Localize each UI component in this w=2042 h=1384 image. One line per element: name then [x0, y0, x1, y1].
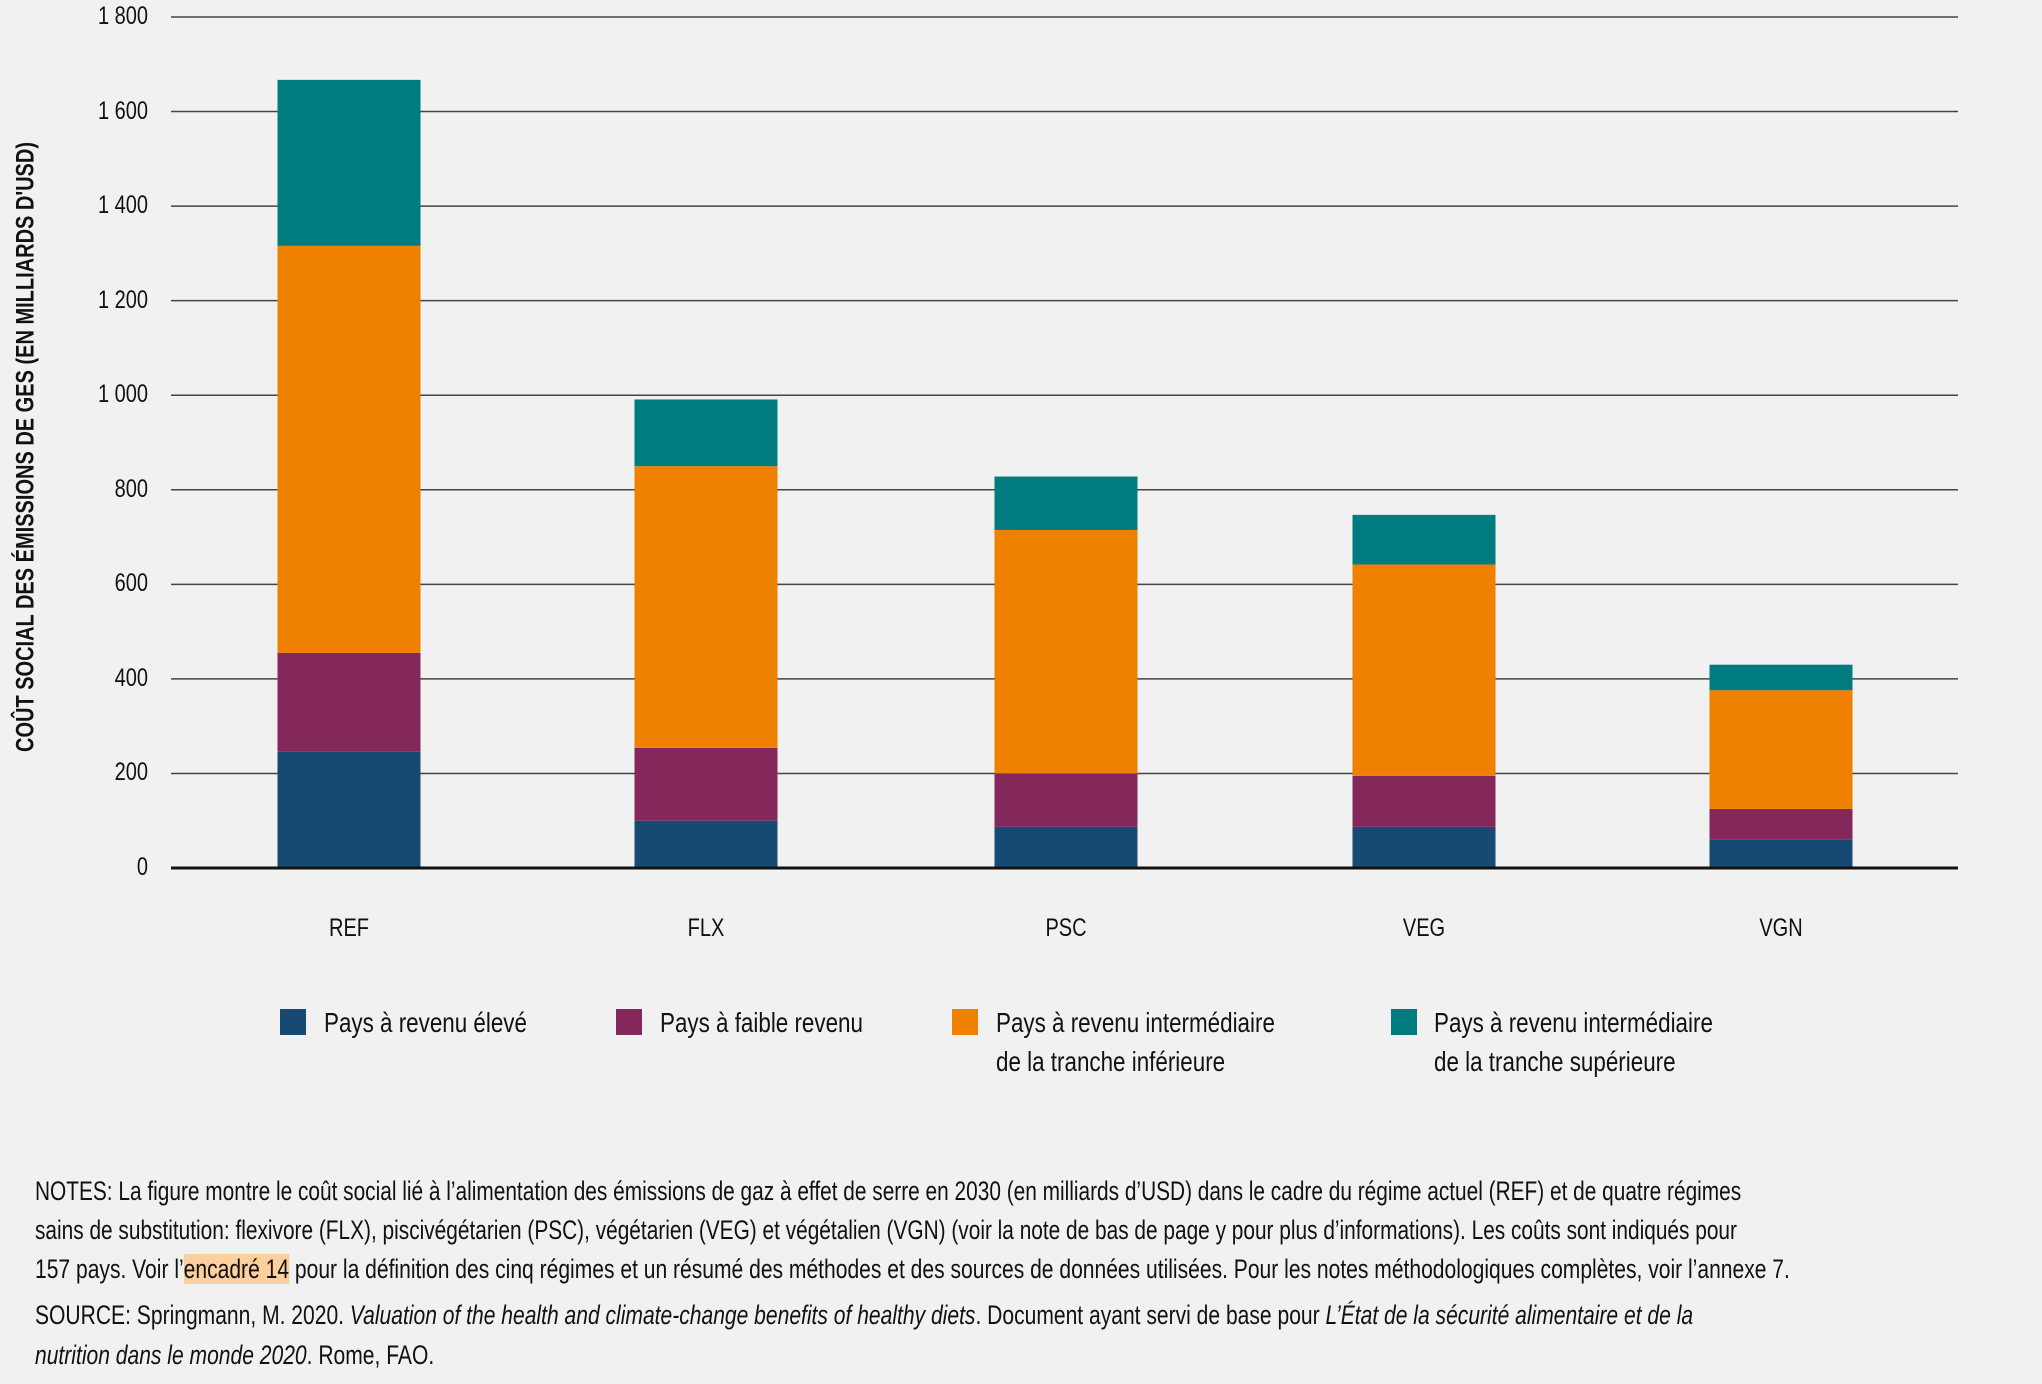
bar-segment — [994, 476, 1138, 530]
x-tick-label: VGN — [1759, 914, 1803, 942]
y-tick-label: 600 — [114, 569, 148, 598]
box-14-link[interactable]: encadré 14 — [183, 1254, 290, 1284]
source-title: L’État de la sécurité alimentaire et de … — [1325, 1300, 1694, 1330]
notes-text: 157 pays. Voir l’ — [35, 1254, 184, 1284]
bar-segment — [1709, 808, 1853, 840]
legend-label-upper-middle-income: Pays à revenu intermédiaire de la tranche… — [1434, 1003, 1713, 1081]
legend-swatch-low-income — [616, 1009, 642, 1035]
legend-label-high-income: Pays à revenu élevé — [324, 1007, 527, 1038]
legend-swatch-upper-middle-income — [1391, 1009, 1417, 1035]
bar-segment — [1352, 564, 1496, 776]
bar-segment — [1352, 775, 1496, 827]
notes-text: pour la définition des cinq régimes et u… — [289, 1254, 1790, 1284]
y-tick-label: 400 — [114, 663, 148, 692]
source-title: Valuation of the health and climate-chan… — [349, 1300, 976, 1330]
source-text: . Document ayant servi de base pour — [975, 1300, 1326, 1330]
x-tick-label: VEG — [1402, 914, 1446, 942]
legend-line: de la tranche supérieure — [1434, 1046, 1676, 1077]
notes-line-2: sains de substitution: flexivore (FLX), … — [35, 1215, 1737, 1245]
notes-line-3: 157 pays. Voir l’encadré 14 pour la défi… — [35, 1254, 1790, 1285]
bar-segment — [994, 773, 1138, 827]
bar-segment — [1352, 514, 1496, 565]
x-tick-label: PSC — [1045, 914, 1087, 942]
legend-label-lower-middle-income: Pays à revenu intermédiaire de la tranche… — [996, 1003, 1275, 1081]
legend-label-low-income: Pays à faible revenu — [660, 1007, 863, 1038]
bar-segment — [277, 245, 421, 653]
source-text: . Rome, FAO. — [306, 1340, 435, 1370]
y-tick-label: 0 — [136, 853, 148, 881]
y-tick-label: 1 600 — [97, 96, 148, 125]
y-axis-label: COÛT SOCIAL DES ÉMISSIONS DE GES (EN MIL… — [11, 142, 40, 752]
legend-swatch-high-income — [280, 1009, 306, 1035]
bar-segment — [1709, 690, 1853, 809]
bar-segment — [994, 529, 1138, 774]
x-tick-label: REF — [329, 914, 369, 942]
stacked-bar-chart — [171, 16, 1958, 870]
y-tick-label: 1 000 — [97, 380, 148, 409]
bar-segment — [1709, 839, 1853, 868]
y-tick-label: 800 — [114, 474, 148, 503]
y-tick-label: 200 — [114, 758, 148, 787]
source-line-2: nutrition dans le monde 2020. Rome, FAO. — [35, 1340, 434, 1371]
legend-line: Pays à revenu intermédiaire — [996, 1007, 1275, 1038]
bar-segment — [277, 751, 421, 868]
y-tick-label: 1 200 — [97, 285, 148, 314]
source-title: nutrition dans le monde 2020 — [35, 1340, 307, 1370]
bar-segment — [277, 652, 421, 752]
source-line-1: SOURCE: Springmann, M. 2020. Valuation o… — [35, 1300, 1693, 1331]
bar-segment — [277, 79, 421, 246]
y-tick-label: 1 800 — [97, 2, 148, 30]
notes-line-1: NOTES: La figure montre le coût social l… — [35, 1176, 1742, 1206]
bar-segment — [1709, 664, 1853, 691]
legend-swatch-lower-middle-income — [952, 1009, 978, 1035]
bar-segment — [634, 466, 778, 748]
bar-segment — [634, 399, 778, 467]
legend-line: de la tranche inférieure — [996, 1046, 1226, 1077]
bar-segment — [994, 826, 1138, 868]
bar-segment — [634, 820, 778, 868]
x-tick-label: FLX — [687, 914, 725, 942]
source-text: SOURCE: Springmann, M. 2020. — [35, 1300, 350, 1330]
bar-segment — [634, 747, 778, 821]
legend-line: Pays à revenu intermédiaire — [1434, 1007, 1713, 1038]
bar-segment — [1352, 826, 1496, 868]
y-tick-label: 1 400 — [97, 191, 148, 220]
